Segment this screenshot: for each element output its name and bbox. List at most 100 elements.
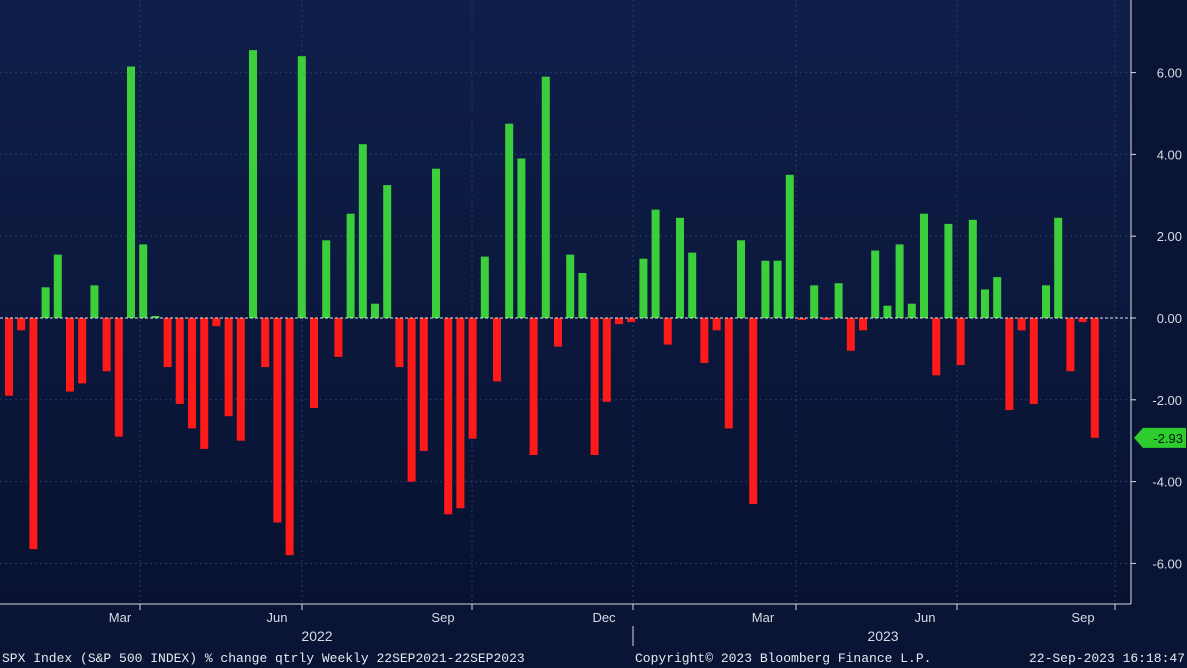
- bar: [175, 318, 184, 404]
- bar: [419, 318, 428, 451]
- bar: [188, 318, 196, 429]
- bar: [981, 289, 989, 318]
- bar: [53, 254, 62, 318]
- bar: [114, 318, 123, 437]
- y-tick-label: -2.00: [1152, 393, 1182, 408]
- bar: [737, 240, 745, 318]
- bar: [700, 318, 709, 363]
- grid-lines: [0, 0, 1131, 604]
- bar: [993, 277, 1002, 318]
- bar: [456, 318, 465, 509]
- bar: [1066, 318, 1075, 372]
- bar: [663, 318, 672, 345]
- bar: [749, 318, 758, 505]
- last-value-callout: -2.93: [1134, 427, 1186, 448]
- x-tick-label: Mar: [752, 610, 775, 625]
- plot-area: [0, 0, 1131, 604]
- bar: [712, 318, 721, 331]
- bar: [529, 318, 538, 455]
- bar: [602, 318, 611, 402]
- bar: [517, 158, 526, 318]
- bar: [785, 174, 794, 318]
- bar: [78, 318, 87, 384]
- bar: [17, 318, 26, 331]
- y-tick-label: 2.00: [1157, 229, 1182, 244]
- bar: [554, 318, 562, 347]
- bar: [102, 318, 111, 372]
- x-axis-ticks: Mar Jun Sep Dec Mar Jun Sep 2022 2023: [109, 604, 1116, 646]
- bar: [5, 318, 13, 396]
- footer-timestamp: 22-Sep-2023 16:18:47: [1029, 651, 1185, 666]
- last-value-label: -2.93: [1153, 431, 1183, 446]
- bar: [932, 318, 941, 376]
- bar: [1042, 285, 1050, 318]
- bar: [871, 250, 880, 318]
- bar: [310, 318, 318, 408]
- y-tick-label: 0.00: [1157, 311, 1182, 326]
- bar: [968, 219, 977, 318]
- bar: [639, 258, 648, 318]
- x-tick-label: Jun: [915, 610, 936, 625]
- bar: [883, 305, 892, 318]
- bar: [761, 260, 770, 318]
- bar: [383, 185, 392, 318]
- bar: [41, 287, 50, 318]
- bar: [834, 283, 843, 318]
- bar: [895, 244, 904, 318]
- y-tick-label: 4.00: [1157, 147, 1182, 162]
- bar: [566, 254, 575, 318]
- bar: [151, 316, 160, 318]
- bar: [163, 318, 172, 368]
- footer-copyright: Copyright© 2023 Bloomberg Finance L.P.: [635, 651, 931, 666]
- x-tick-label: Mar: [109, 610, 132, 625]
- bar: [139, 244, 148, 318]
- x-tick-label: Jun: [267, 610, 288, 625]
- year-label: 2022: [301, 628, 332, 644]
- bar: [846, 318, 855, 351]
- bar: [615, 318, 623, 325]
- bar: [956, 318, 965, 365]
- bar: [29, 318, 38, 550]
- bar: [920, 213, 928, 318]
- y-tick-label: -4.00: [1152, 475, 1182, 490]
- bar: [1078, 318, 1087, 323]
- bar: [127, 66, 135, 318]
- y-axis-ticks: -6.00 -4.00 -2.00 0.00 2.00 4.00 6.00: [1131, 66, 1182, 571]
- bar: [346, 213, 355, 318]
- bar: [66, 318, 74, 392]
- x-tick-label: Sep: [431, 610, 454, 625]
- bar: [468, 318, 477, 439]
- footer: SPX Index (S&P 500 INDEX) % change qtrly…: [2, 651, 1185, 666]
- bar: [578, 273, 587, 318]
- bar: [224, 318, 233, 417]
- bar: [651, 209, 660, 318]
- bar: [273, 318, 282, 523]
- bar: [90, 285, 99, 318]
- x-tick-label: Sep: [1071, 610, 1094, 625]
- bar: [1005, 318, 1014, 410]
- bar: [590, 318, 599, 455]
- bar: [395, 318, 404, 368]
- bar: [907, 303, 916, 318]
- bar: [676, 217, 684, 318]
- bar: [798, 318, 806, 320]
- y-tick-label: -6.00: [1152, 556, 1182, 571]
- bar: [200, 318, 209, 449]
- bar: [493, 318, 501, 382]
- bar: [285, 318, 294, 556]
- bar: [432, 168, 440, 318]
- bar: [249, 50, 257, 318]
- bar: [944, 223, 953, 318]
- bar: [358, 144, 367, 318]
- y-tick-label: 6.00: [1157, 66, 1182, 81]
- bar: [1090, 318, 1099, 438]
- bar: [297, 56, 306, 318]
- bar: [444, 318, 453, 515]
- x-tick-label: Dec: [592, 610, 616, 625]
- bars: [5, 50, 1099, 556]
- bar: [371, 303, 379, 318]
- year-label: 2023: [867, 628, 898, 644]
- bar: [810, 285, 819, 318]
- bar: [322, 240, 331, 318]
- bar: [261, 318, 270, 368]
